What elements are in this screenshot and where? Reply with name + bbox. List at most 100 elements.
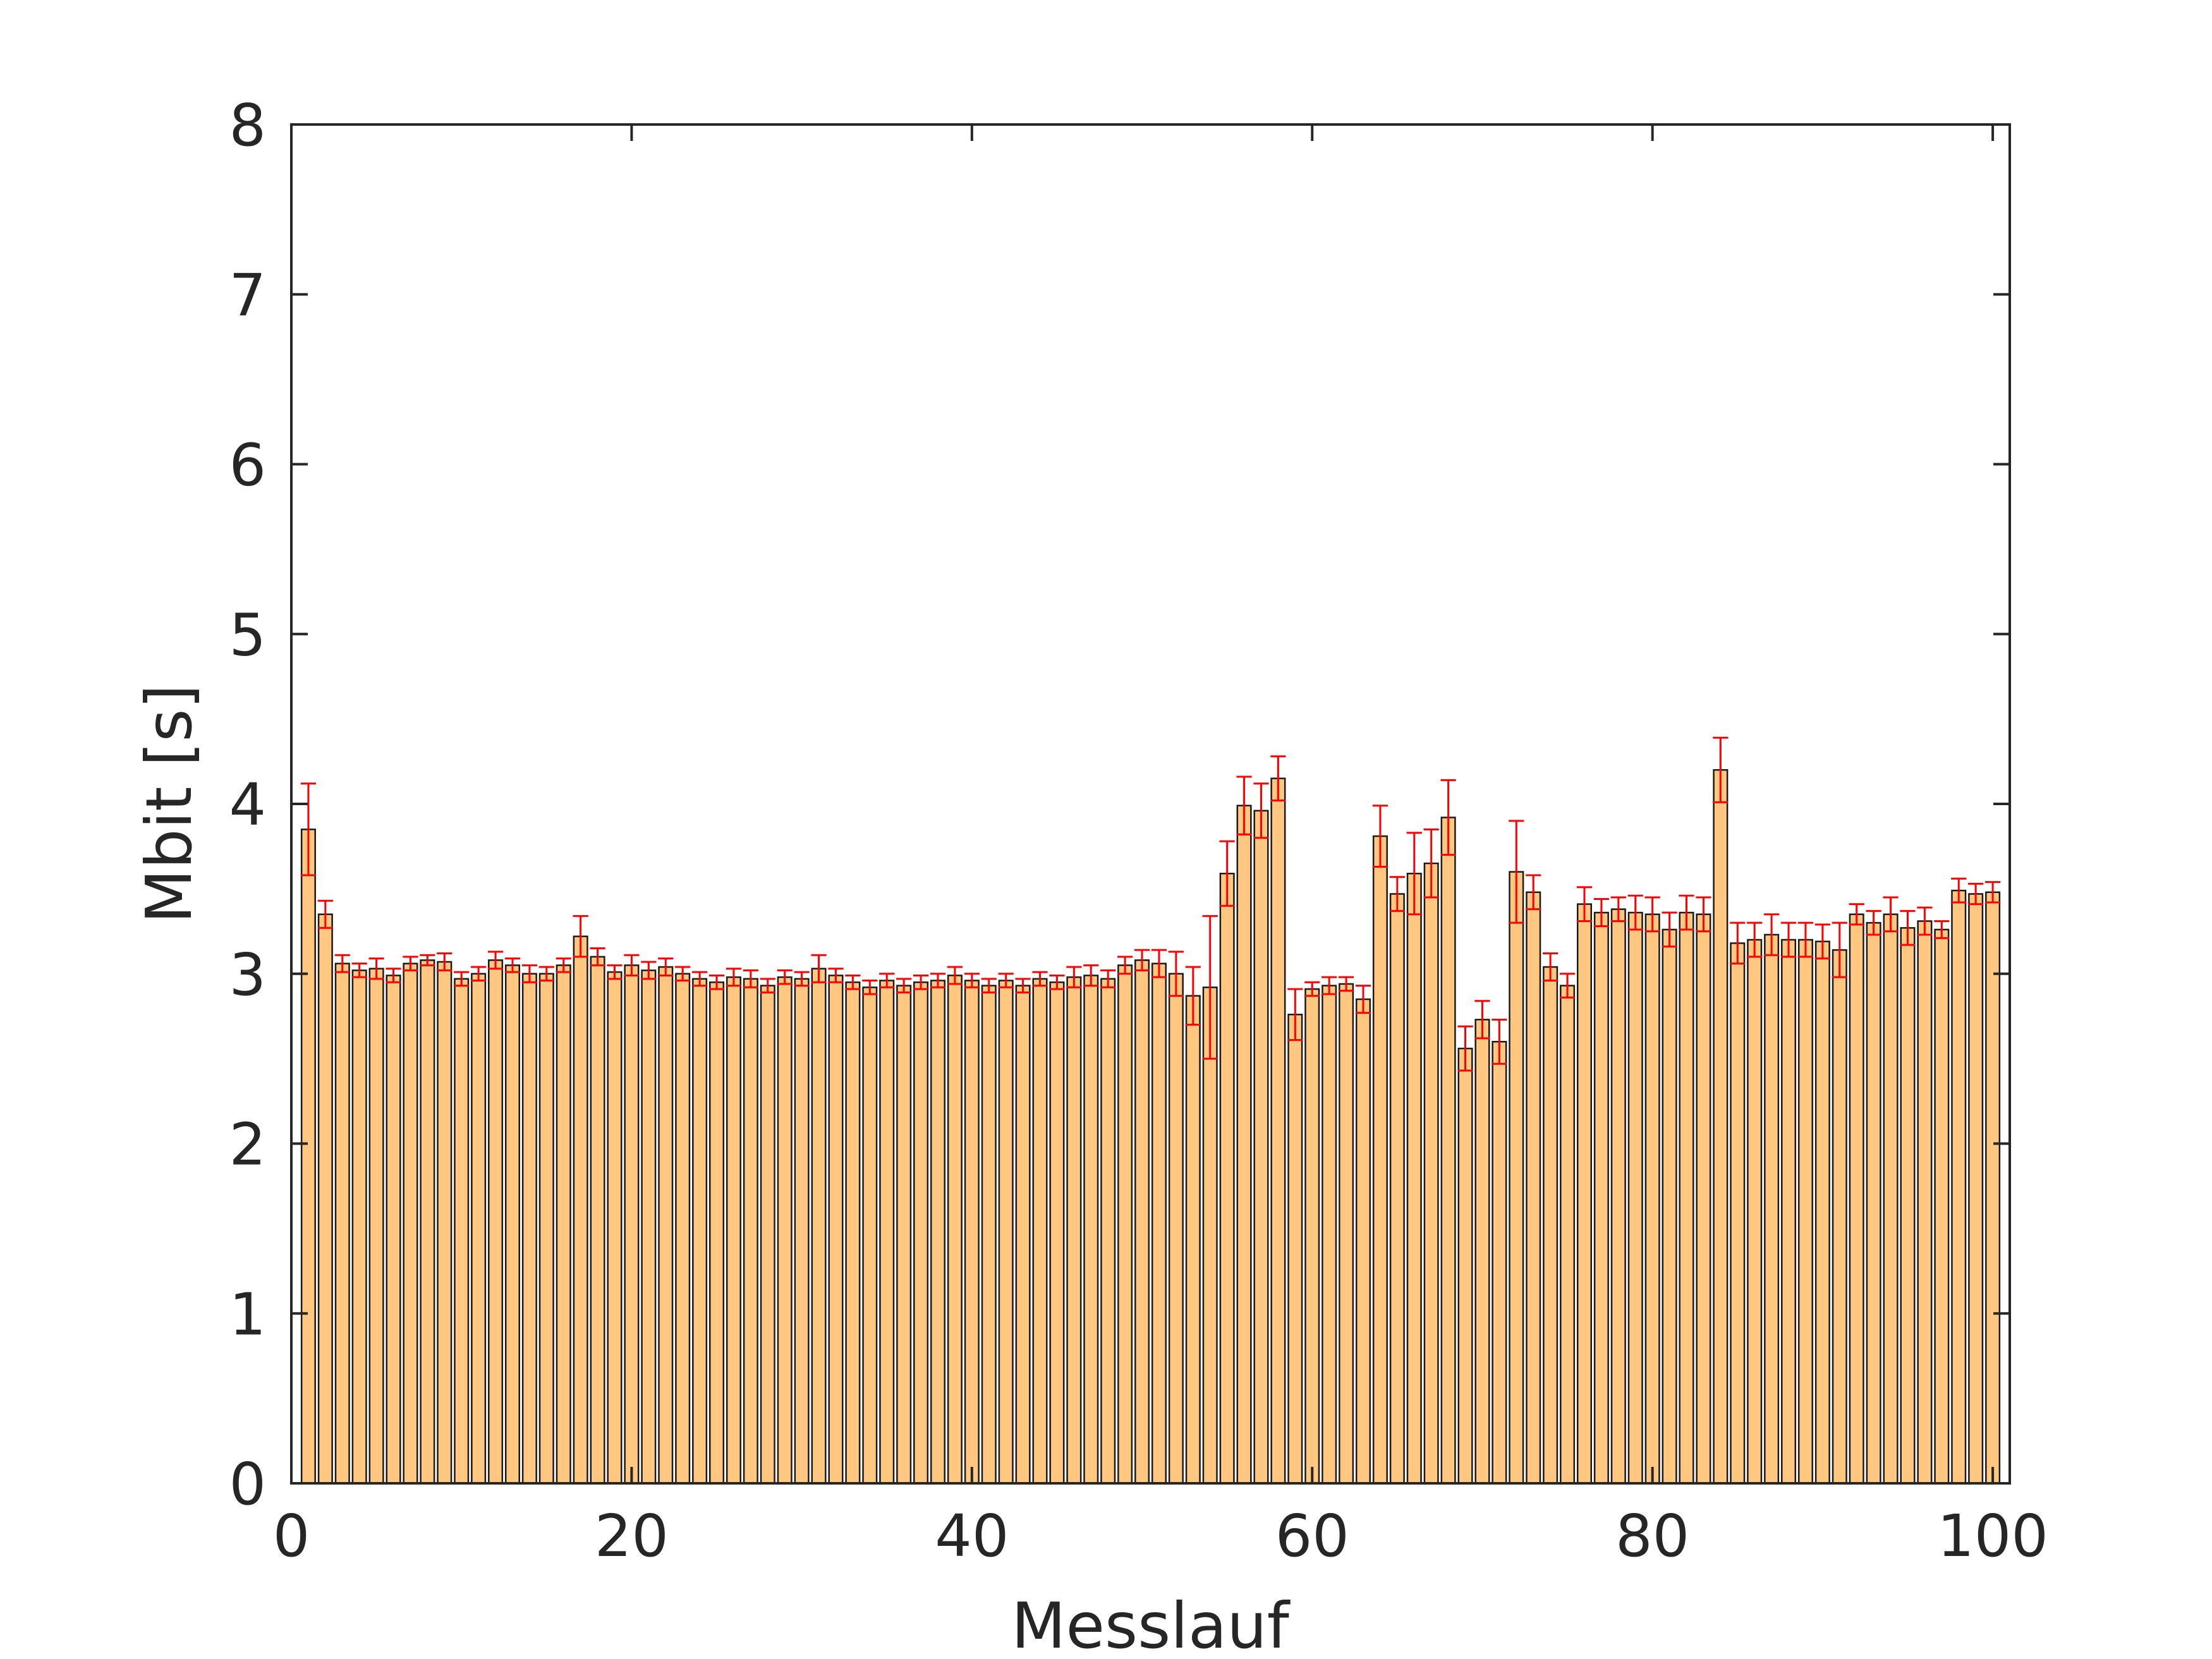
error-bar [1644, 896, 1660, 933]
bar [1747, 939, 1763, 1485]
error-bar [1049, 974, 1065, 990]
error-bar [1304, 981, 1320, 997]
error-bar [845, 974, 861, 990]
bar [1032, 978, 1048, 1485]
bar [351, 969, 367, 1485]
errorbars-group [300, 736, 2001, 1072]
error-bar [691, 971, 708, 987]
bar [521, 973, 537, 1485]
error-bar [708, 974, 725, 990]
error-bar [658, 957, 674, 976]
y-axis-label: Mbit [s] [132, 684, 206, 924]
bar [1322, 985, 1337, 1485]
error-bar [1593, 898, 1610, 927]
bar [1883, 913, 1899, 1485]
bar [368, 968, 384, 1485]
bar [1389, 893, 1405, 1485]
y-tick-label: 4 [229, 771, 266, 839]
y-tick-labels: 0 1 2 3 4 5 6 7 8 [229, 92, 266, 1518]
bar [1202, 987, 1218, 1485]
error-bar [1797, 921, 1814, 958]
bar [590, 956, 605, 1485]
bar [1849, 913, 1864, 1485]
bar [1287, 1014, 1303, 1485]
bar [504, 964, 520, 1485]
bar [675, 973, 691, 1485]
error-bar [1747, 921, 1763, 958]
error-bar [1679, 894, 1694, 931]
bar [981, 985, 997, 1485]
bar [930, 980, 946, 1485]
bar [845, 981, 861, 1485]
error-bar [351, 963, 367, 978]
bar [1509, 871, 1524, 1485]
error-bar [879, 973, 895, 988]
bar [964, 980, 980, 1485]
bar [1423, 862, 1439, 1485]
error-bar [896, 978, 912, 994]
bar [300, 829, 316, 1485]
bar [1304, 988, 1320, 1485]
y-tick-label: 6 [229, 432, 266, 499]
bar [1985, 891, 2001, 1485]
error-bar [334, 954, 350, 973]
error-bar [1202, 915, 1218, 1060]
error-bar [930, 973, 946, 988]
error-bar [743, 969, 758, 988]
bar [1134, 959, 1150, 1485]
error-bar [300, 782, 317, 877]
x-tick-label: 40 [935, 1502, 1009, 1570]
error-bar [794, 971, 810, 987]
bar [1679, 911, 1694, 1485]
bar [1526, 891, 1541, 1485]
bar [794, 978, 810, 1485]
bar [420, 959, 435, 1485]
bar [1968, 893, 1984, 1485]
error-bar [487, 951, 504, 970]
bar [1951, 889, 1967, 1485]
error-bar [947, 966, 963, 985]
error-bar [1984, 881, 2001, 904]
error-bar [454, 971, 470, 987]
error-bar [1968, 882, 1984, 906]
error-bar [1406, 832, 1422, 916]
bar [1185, 995, 1201, 1485]
bar [1339, 983, 1354, 1485]
bar [1610, 908, 1626, 1485]
error-bar [437, 952, 453, 971]
bar [317, 913, 333, 1485]
error-bar [1900, 909, 1916, 946]
error-bar [1032, 971, 1048, 987]
error-bar [1543, 952, 1559, 981]
error-bar [624, 954, 640, 976]
error-bar [777, 969, 793, 985]
error-bar [1236, 775, 1252, 836]
bar [488, 959, 504, 1485]
error-bar [420, 954, 435, 966]
bar [1644, 913, 1660, 1485]
error-bar [862, 980, 878, 995]
error-bar [1814, 923, 1830, 960]
error-bar [998, 973, 1014, 988]
error-bar [1134, 949, 1150, 971]
bar [624, 964, 640, 1485]
error-bar [913, 974, 929, 990]
error-bar [1287, 988, 1303, 1042]
bar [1457, 1047, 1473, 1485]
error-bar [1355, 985, 1371, 1014]
bar [947, 975, 963, 1485]
error-bar [1423, 828, 1439, 899]
bar [1372, 835, 1388, 1485]
bar [437, 961, 453, 1485]
error-bar [1440, 779, 1456, 856]
x-tick-labels: 0 20 40 60 80 100 [273, 1502, 2048, 1570]
y-tick-label: 5 [229, 601, 266, 669]
error-bar [1253, 782, 1269, 839]
y-tick-label: 1 [229, 1280, 266, 1348]
bar [862, 987, 878, 1485]
error-bar [1338, 976, 1354, 992]
error-bar [1185, 966, 1201, 1026]
bar [828, 975, 844, 1485]
y-tick-label: 2 [229, 1111, 266, 1179]
bar [1576, 903, 1592, 1485]
